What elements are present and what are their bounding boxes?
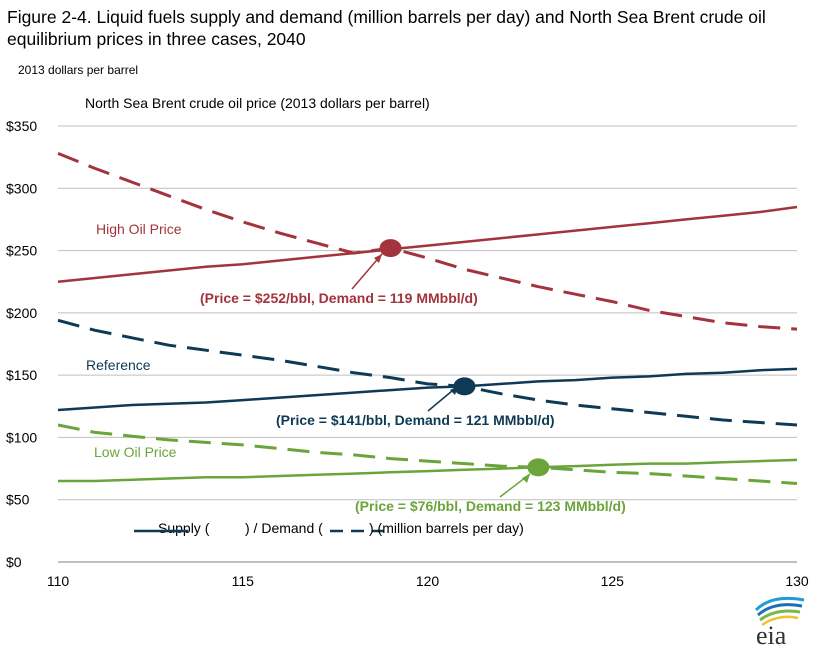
- high-oil-price-case-label: High Oil Price: [96, 221, 182, 237]
- logo-arc-blue: [754, 596, 805, 612]
- logo-arc-yellow: [761, 615, 799, 627]
- chart-title: North Sea Brent crude oil price (2013 do…: [85, 95, 430, 111]
- y-tick-label: $100: [6, 429, 37, 445]
- figure-title: Figure 2-4. Liquid fuels supply and dema…: [7, 7, 766, 49]
- y-tick-label: $300: [6, 180, 37, 196]
- series-layer: [57, 152, 798, 498]
- low-oil-price-demand-line: [57, 423, 798, 485]
- high-oil-price-equilibrium-point: [379, 239, 402, 258]
- low-oil-price-supply-line: [58, 458, 798, 483]
- x-tick-label: 120: [416, 573, 440, 589]
- label-layer: High Oil Price (Price = $252/bbl, Demand …: [86, 221, 626, 514]
- legend-demand-text: ) / Demand (: [245, 520, 323, 536]
- legend-end-text: ) (million barrels per day): [369, 520, 524, 536]
- y-tick-label: $350: [6, 118, 37, 134]
- tick-layer: $0 $50 $100 $150 $200 $250 $300 $350 110 115 120 12…: [6, 118, 809, 589]
- logo-arc-green: [759, 609, 801, 622]
- x-tick-label: 110: [47, 573, 70, 589]
- eia-logo: eia: [754, 596, 805, 647]
- y-tick-label: $250: [6, 243, 37, 259]
- y-tick-label: $0: [6, 554, 22, 570]
- reference-equilibrium-point: [453, 377, 476, 396]
- reference-demand-line: [57, 318, 798, 427]
- legend-supply-text: Supply (: [158, 520, 210, 536]
- high-oil-price-supply-line: [57, 205, 798, 283]
- y-tick-label: $150: [6, 367, 37, 383]
- x-tick-label: 130: [785, 573, 809, 589]
- logo-text: eia: [756, 621, 787, 647]
- high-oil-price-arrow-head: [374, 254, 382, 263]
- reference-case-label: Reference: [86, 357, 151, 373]
- logo-arc-darkblue: [757, 603, 803, 617]
- x-tick-label: 125: [601, 573, 625, 589]
- low-oil-price-annotation: (Price = $76/bbl, Demand = 123 MMbbl/d): [355, 498, 626, 514]
- high-oil-price-annotation: (Price = $252/bbl, Demand = 119 MMbbl/d): [200, 290, 478, 306]
- units-label: 2013 dollars per barrel: [18, 63, 139, 77]
- low-oil-price-case-label: Low Oil Price: [94, 444, 177, 460]
- grid-layer: [58, 125, 797, 563]
- y-tick-label: $200: [6, 305, 37, 321]
- reference-supply-line: [57, 367, 798, 412]
- legend: Supply ( ) / Demand ( ) (million barrels…: [134, 520, 524, 536]
- y-tick-label: $50: [6, 492, 30, 508]
- x-tick-label: 115: [232, 573, 255, 589]
- low-oil-price-arrow-head: [522, 474, 530, 483]
- low-oil-price-equilibrium-point: [527, 458, 550, 477]
- reference-annotation: (Price = $141/bbl, Demand = 121 MMbbl/d): [276, 412, 555, 428]
- high-oil-price-demand-line: [57, 152, 798, 331]
